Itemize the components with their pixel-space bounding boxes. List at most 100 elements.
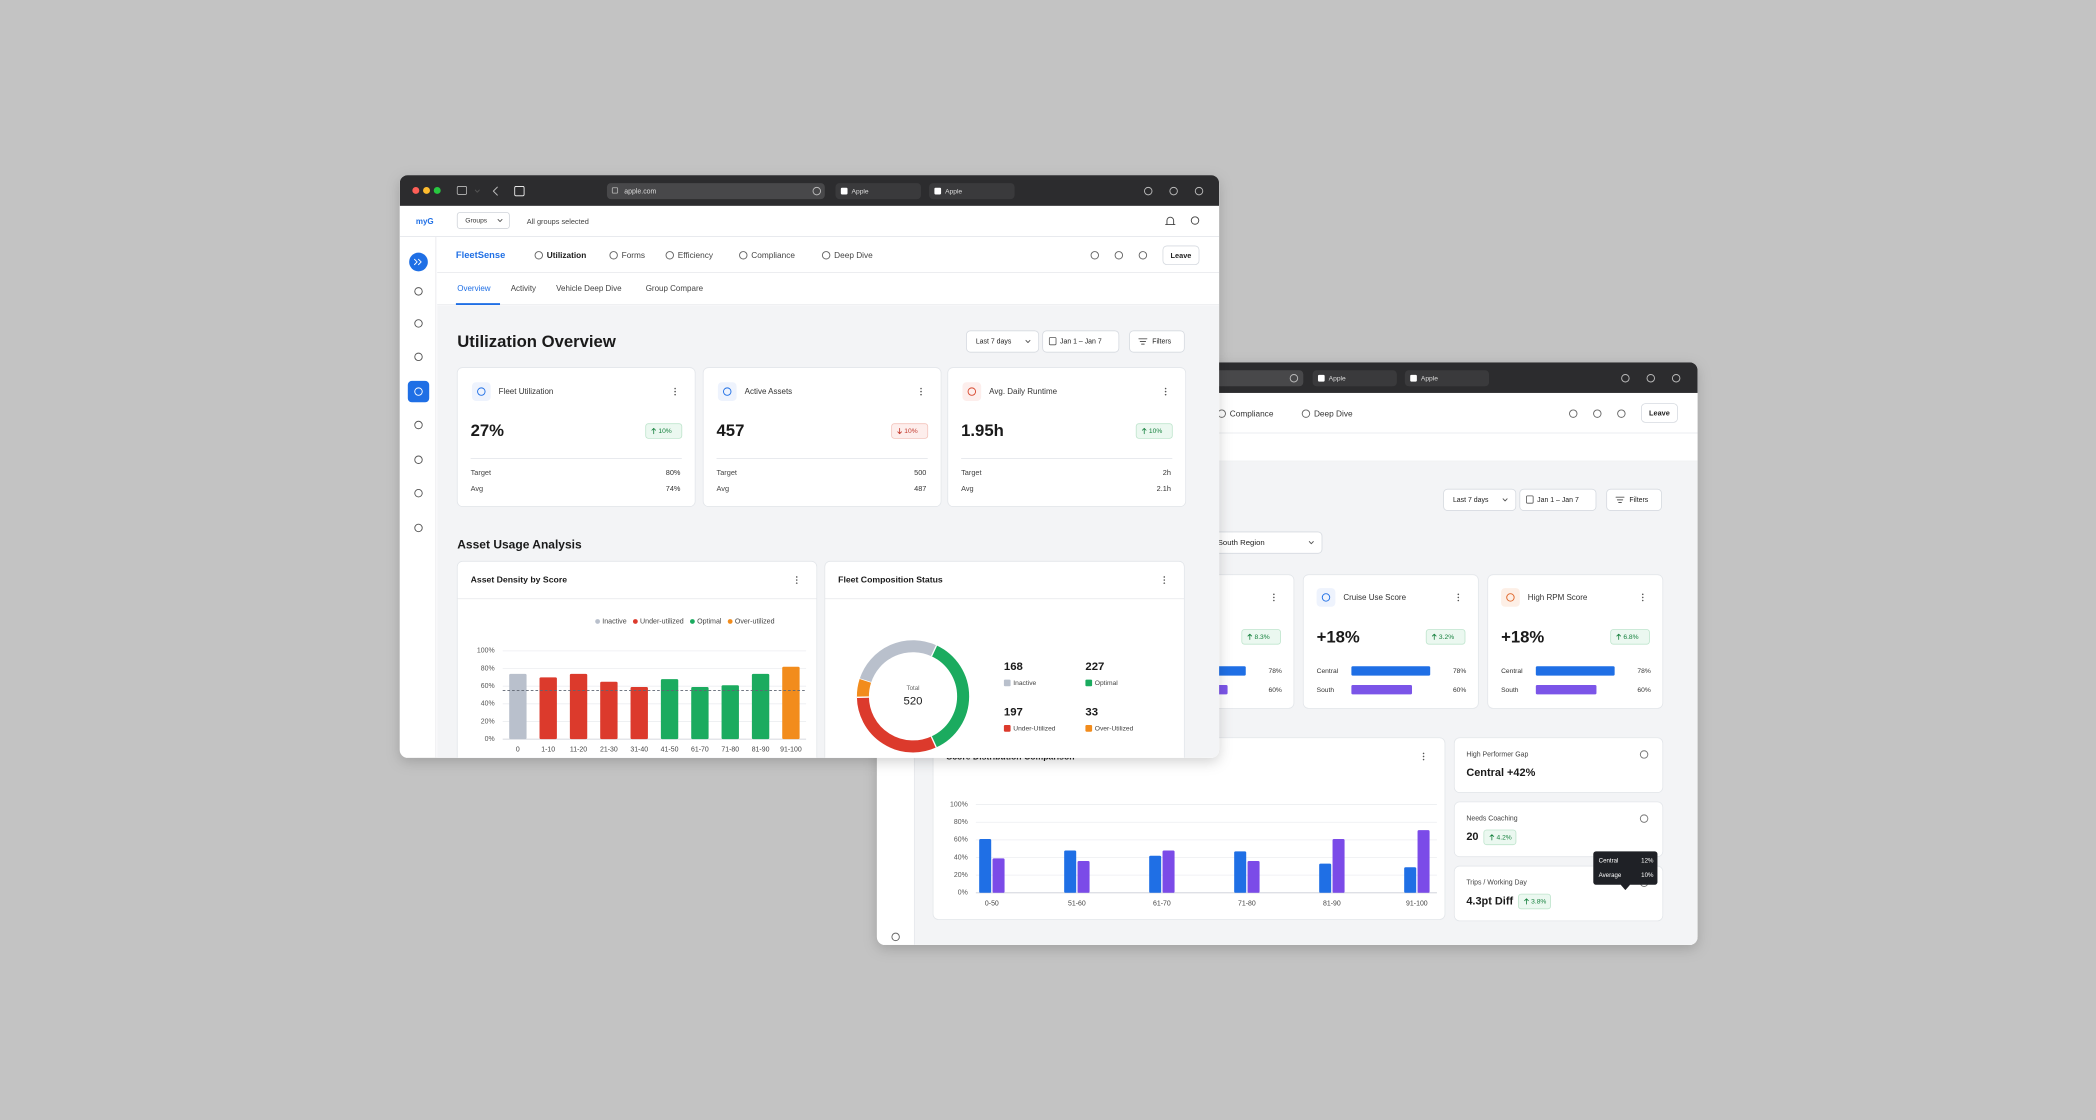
kpi-card bbox=[947, 367, 1187, 507]
url[interactable]: apple.com bbox=[624, 188, 656, 195]
filters-button[interactable]: Filters bbox=[1629, 497, 1648, 504]
window-control[interactable] bbox=[423, 186, 430, 194]
leave-label[interactable]: Leave bbox=[1649, 409, 1670, 418]
leave-button[interactable] bbox=[1641, 403, 1678, 423]
icon bbox=[534, 251, 543, 260]
change-value: 10% bbox=[658, 428, 671, 435]
button[interactable] bbox=[1129, 330, 1185, 353]
leave-button[interactable] bbox=[1162, 245, 1200, 266]
window-control[interactable] bbox=[433, 186, 441, 194]
groups-select[interactable] bbox=[456, 212, 510, 229]
leave-label[interactable]: Leave bbox=[1171, 251, 1192, 260]
browser-tab[interactable] bbox=[835, 183, 922, 200]
button[interactable] bbox=[1042, 330, 1120, 353]
donut-segment bbox=[856, 678, 872, 698]
kpi-row-value: 80% bbox=[666, 468, 681, 477]
groups-label[interactable]: Groups bbox=[465, 218, 488, 225]
button[interactable] bbox=[966, 330, 1040, 353]
icon bbox=[739, 251, 748, 260]
range-select[interactable]: Last 7 days bbox=[1453, 497, 1489, 504]
icon bbox=[1301, 409, 1311, 418]
active-nav[interactable] bbox=[407, 380, 430, 403]
nav-item[interactable]: Deep Dive bbox=[1314, 410, 1353, 419]
page-title: Utilization Overview bbox=[457, 332, 617, 351]
kpi-row-value: 487 bbox=[914, 484, 926, 493]
kpi-title: Avg. Daily Runtime bbox=[989, 387, 1057, 396]
region-label[interactable]: South Region bbox=[1218, 538, 1265, 547]
legend-value: 197 bbox=[1004, 706, 1023, 718]
icon bbox=[414, 319, 423, 328]
change-value: 6.8% bbox=[1623, 634, 1638, 641]
insight-title: Trips / Working Day bbox=[1466, 880, 1527, 887]
subnav-tab[interactable]: Activity bbox=[511, 284, 536, 293]
card-value: +18% bbox=[1317, 628, 1360, 647]
icon bbox=[1569, 409, 1578, 418]
bar bbox=[1234, 851, 1247, 893]
segment-gap bbox=[930, 736, 937, 748]
kpi-row-label: Avg bbox=[961, 484, 974, 493]
more-icon bbox=[1163, 582, 1166, 584]
trend-icon bbox=[651, 427, 656, 435]
tooltip-tail bbox=[1620, 884, 1630, 890]
more-icon bbox=[1273, 596, 1275, 599]
product-name: FleetSense bbox=[456, 250, 505, 260]
icon bbox=[723, 387, 732, 396]
browser-tab[interactable] bbox=[1312, 370, 1397, 387]
nav-item[interactable]: Efficiency bbox=[678, 251, 714, 260]
y-tick-label: 80% bbox=[954, 819, 968, 826]
kpi-value: 27% bbox=[471, 421, 505, 440]
change-badge bbox=[1483, 829, 1517, 846]
date-range[interactable]: Jan 1 – Jan 7 bbox=[1537, 497, 1579, 504]
browser-tab[interactable] bbox=[1404, 370, 1490, 387]
expand-button[interactable] bbox=[409, 252, 428, 272]
icon bbox=[812, 186, 821, 196]
nav-item[interactable]: Compliance bbox=[1230, 410, 1274, 419]
bell-icon bbox=[1165, 216, 1176, 226]
button[interactable] bbox=[1606, 488, 1662, 511]
bar bbox=[600, 681, 618, 740]
icon bbox=[1321, 593, 1331, 602]
calendar-icon bbox=[1526, 495, 1534, 504]
y-tick-label: 20% bbox=[954, 872, 968, 879]
button[interactable] bbox=[1443, 488, 1517, 511]
nav-item[interactable]: Forms bbox=[622, 251, 645, 260]
more-icon bbox=[1163, 576, 1166, 578]
browser-tab[interactable] bbox=[929, 183, 1015, 200]
tab-title: Apple bbox=[945, 188, 962, 195]
x-tick-label: 71-80 bbox=[1238, 900, 1256, 907]
x-tick-label: 1-10 bbox=[541, 747, 555, 754]
icon bbox=[477, 387, 486, 396]
window-control[interactable] bbox=[412, 186, 420, 194]
range-select[interactable]: Last 7 days bbox=[976, 339, 1012, 346]
nav-item[interactable]: Utilization bbox=[547, 251, 587, 260]
bar bbox=[539, 677, 557, 740]
more-icon bbox=[1164, 393, 1167, 396]
tab-overview-icon bbox=[514, 186, 525, 197]
chevron-icon bbox=[1308, 541, 1314, 545]
address-bar[interactable] bbox=[606, 183, 825, 200]
tab-favicon bbox=[1410, 374, 1417, 382]
more-icon bbox=[674, 390, 676, 393]
nav-item[interactable]: Compliance bbox=[751, 251, 795, 260]
icon bbox=[414, 488, 423, 498]
groups-status: All groups selected bbox=[527, 217, 589, 226]
insight-card bbox=[1453, 801, 1664, 858]
icon bbox=[1144, 186, 1153, 196]
icon bbox=[665, 251, 674, 260]
subnav-tab[interactable]: Group Compare bbox=[646, 284, 704, 293]
subnav-tab[interactable]: Overview bbox=[457, 284, 491, 293]
button[interactable] bbox=[1519, 488, 1597, 511]
subnav-tab[interactable]: Vehicle Deep Dive bbox=[556, 284, 622, 293]
change-badge bbox=[1518, 893, 1551, 910]
change-value: 4.2% bbox=[1497, 834, 1512, 841]
icon bbox=[414, 455, 423, 464]
front-window: apple.com Apple Apple myG Groups All groups s… bbox=[399, 175, 1220, 758]
trend-icon bbox=[1524, 898, 1529, 905]
more-icon bbox=[1422, 758, 1425, 761]
icon bbox=[1090, 251, 1099, 260]
filters-button[interactable]: Filters bbox=[1152, 339, 1171, 346]
date-range[interactable]: Jan 1 – Jan 7 bbox=[1060, 339, 1102, 346]
legend-label: Under-utilized bbox=[640, 618, 684, 626]
bar bbox=[751, 673, 770, 740]
nav-item[interactable]: Deep Dive bbox=[834, 251, 873, 260]
